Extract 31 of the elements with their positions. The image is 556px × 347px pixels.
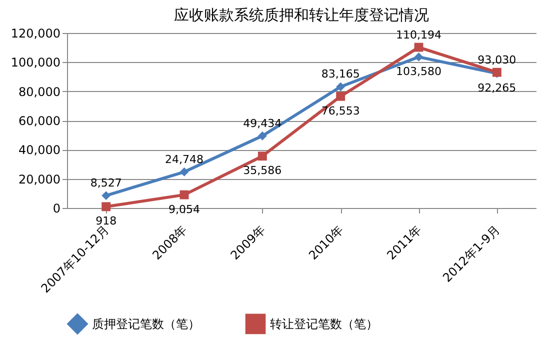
point	[258, 131, 267, 140]
data-label: 8,527	[90, 176, 122, 190]
point	[414, 42, 424, 52]
data-label: 103,580	[396, 64, 442, 78]
data-label: 83,165	[321, 68, 360, 81]
point	[258, 152, 267, 161]
y-tick-label: 120,000	[10, 26, 60, 40]
y-tick-label: 20,000	[18, 172, 60, 186]
point	[180, 190, 189, 200]
y-tick-label: 40,000	[18, 143, 60, 158]
data-label: 9,054	[168, 202, 200, 216]
data-label: 110,194	[396, 28, 442, 42]
y-tick-label: 100,000	[10, 56, 60, 70]
data-label: 35,586	[243, 164, 282, 178]
point	[414, 52, 424, 62]
data-label: 76,553	[321, 104, 360, 118]
point	[102, 191, 111, 200]
y-tick-label: 80,000	[18, 84, 60, 99]
data-label: 92,265	[478, 81, 516, 94]
point	[336, 82, 346, 92]
chart-title: 应收账款系统质押和转让年度登记情况	[174, 6, 429, 24]
data-label: 24,748	[165, 152, 204, 166]
data-label: 93,030	[478, 53, 516, 66]
legend-label: 质押登记笔数（笔）	[92, 316, 200, 331]
legend-label: 转让登记笔数（笔）	[270, 316, 378, 331]
point	[336, 92, 346, 101]
point	[180, 167, 189, 176]
y-tick-label: 60,000	[18, 114, 60, 128]
point	[102, 202, 111, 212]
data-label: 49,434	[243, 116, 282, 130]
y-tick-label: 0	[52, 202, 60, 216]
